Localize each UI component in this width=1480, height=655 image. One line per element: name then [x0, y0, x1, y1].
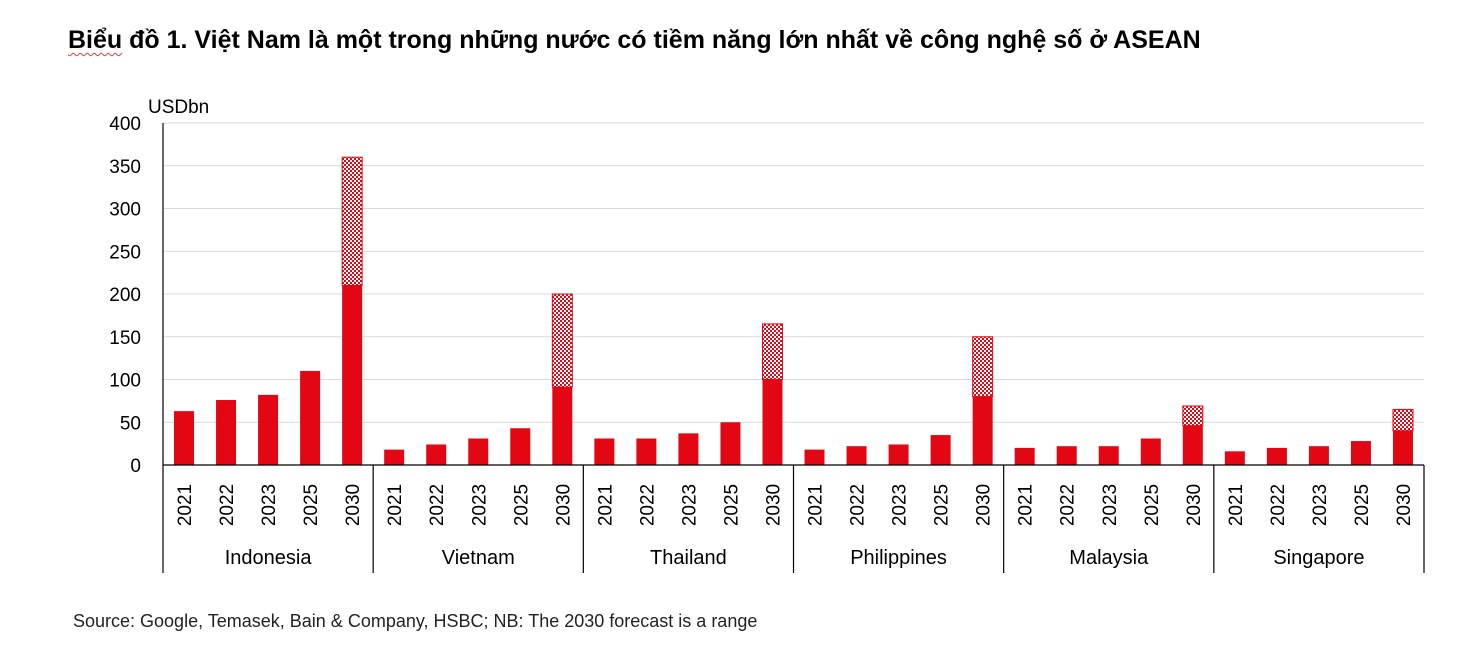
x-tick-label: 2025	[511, 484, 532, 526]
x-tick-label: 2021	[175, 484, 196, 526]
y-tick-label: 0	[130, 456, 141, 477]
y-tick-label: 200	[109, 285, 141, 306]
bar	[804, 449, 825, 465]
bar	[468, 438, 489, 465]
x-tick-label: 2025	[301, 484, 322, 526]
bars	[174, 156, 1414, 465]
axes	[162, 123, 1425, 573]
x-tick-label: 2025	[721, 484, 742, 526]
x-tick-label: 2023	[890, 484, 911, 526]
bar-forecast-range	[1182, 405, 1204, 427]
x-tick-label: 2030	[763, 484, 784, 526]
bar	[426, 444, 447, 465]
y-tick-label: 300	[109, 200, 141, 221]
bar	[1266, 447, 1287, 465]
grid-lines	[163, 122, 1424, 423]
bar	[762, 379, 783, 465]
bar	[720, 422, 741, 465]
bar	[1308, 446, 1329, 465]
bar	[636, 438, 657, 465]
x-tick-label: 2023	[259, 484, 280, 526]
chart-title: Biểu đồ 1. Việt Nam là một trong những n…	[68, 26, 1201, 55]
group-label: Singapore	[1273, 547, 1364, 569]
bar	[174, 411, 195, 465]
bar	[1224, 451, 1245, 465]
bar-forecast-range	[341, 156, 363, 286]
x-tick-label: 2023	[679, 484, 700, 526]
bar	[1056, 446, 1077, 465]
group-label: Thailand	[650, 547, 727, 569]
bar	[258, 394, 279, 465]
x-tick-label: 2021	[595, 484, 616, 526]
y-tick-label: 250	[109, 242, 141, 263]
bar	[930, 435, 951, 465]
x-tick-label: 2030	[974, 484, 995, 526]
group-label: Philippines	[850, 547, 947, 569]
bar	[1140, 438, 1161, 465]
bar	[888, 444, 909, 465]
bar	[678, 433, 699, 465]
x-tick-label: 2022	[1058, 484, 1079, 526]
y-tick-label: 100	[109, 371, 141, 392]
bar	[1014, 447, 1035, 465]
group-label: Malaysia	[1069, 547, 1149, 569]
labels: USDbn 0 50 100 150 200 250 300 350 400 2021 2022 20…	[109, 97, 1415, 569]
x-tick-label: 2021	[1226, 484, 1247, 526]
y-tick-label: 400	[109, 114, 141, 135]
group-label: Vietnam	[442, 547, 515, 569]
x-tick-label: 2030	[1184, 484, 1205, 526]
source-note: Source: Google, Temasek, Bain & Company,…	[73, 611, 758, 631]
bar	[1350, 441, 1371, 465]
bar	[846, 446, 867, 465]
bar	[1182, 425, 1203, 465]
x-tick-label: 2023	[1310, 484, 1331, 526]
bar	[552, 387, 573, 465]
x-tick-label: 2022	[848, 484, 869, 526]
bar	[216, 400, 237, 465]
bar-chart: USDbn 0 50 100 150 200 250 300 350 400 2021 2022 20…	[109, 97, 1425, 573]
x-tick-label: 2021	[806, 484, 827, 526]
x-tick-label: 2030	[1394, 484, 1415, 526]
bar	[972, 396, 993, 465]
x-tick-label: 2025	[1142, 484, 1163, 526]
bar	[300, 370, 321, 465]
x-tick-label: 2022	[427, 484, 448, 526]
y-tick-label: 50	[120, 413, 141, 434]
unit-label: USDbn	[148, 97, 209, 118]
x-tick-label: 2023	[1100, 484, 1121, 526]
x-tick-label: 2022	[217, 484, 238, 526]
x-tick-label: 2021	[385, 484, 406, 526]
bar	[342, 285, 363, 465]
x-tick-label: 2022	[1268, 484, 1289, 526]
bar	[1392, 430, 1413, 465]
bar-forecast-range	[761, 323, 783, 380]
group-label: Indonesia	[225, 547, 313, 569]
chart-title-rest: đồ 1. Việt Nam là một trong những nước c…	[122, 26, 1201, 54]
x-tick-label: 2025	[932, 484, 953, 526]
x-tick-label: 2022	[637, 484, 658, 526]
x-tick-label: 2023	[469, 484, 490, 526]
bar	[510, 428, 531, 465]
y-tick-label: 150	[109, 328, 141, 349]
bar	[594, 438, 615, 465]
x-tick-label: 2030	[343, 484, 364, 526]
x-tick-label: 2030	[553, 484, 574, 526]
bar	[1098, 446, 1119, 465]
x-tick-label: 2025	[1352, 484, 1373, 526]
chart-title-first-word: Biểu	[68, 26, 123, 54]
bar	[384, 449, 405, 465]
bar-forecast-range	[1392, 408, 1414, 432]
bar-forecast-range	[972, 336, 994, 398]
bar-forecast-range	[551, 293, 573, 388]
y-tick-label: 350	[109, 157, 141, 178]
x-tick-label: 2021	[1016, 484, 1037, 526]
